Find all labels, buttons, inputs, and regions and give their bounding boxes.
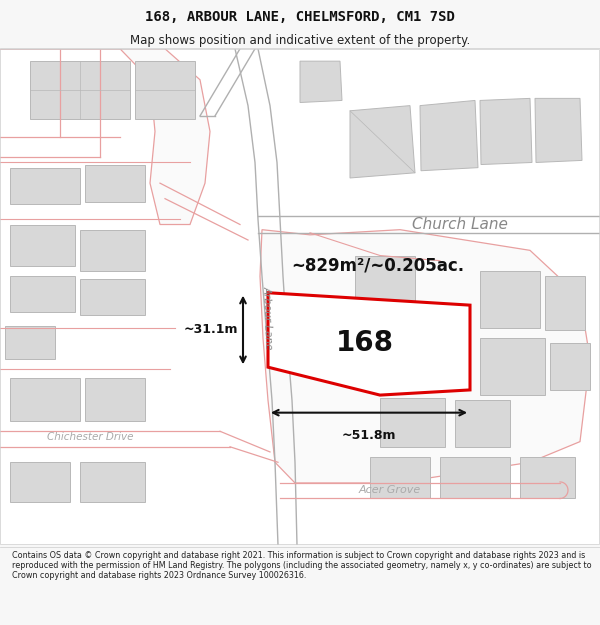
Polygon shape	[80, 279, 145, 316]
Text: Arbour Lane: Arbour Lane	[262, 286, 274, 349]
Polygon shape	[355, 256, 415, 309]
Polygon shape	[535, 98, 582, 162]
Text: ~829m²/~0.205ac.: ~829m²/~0.205ac.	[292, 257, 464, 275]
Polygon shape	[10, 462, 70, 502]
Polygon shape	[80, 229, 145, 271]
Text: Map shows position and indicative extent of the property.: Map shows position and indicative extent…	[130, 34, 470, 47]
Polygon shape	[380, 398, 445, 447]
Polygon shape	[268, 292, 470, 395]
Polygon shape	[80, 462, 145, 502]
Polygon shape	[85, 164, 145, 202]
Text: 168, ARBOUR LANE, CHELMSFORD, CM1 7SD: 168, ARBOUR LANE, CHELMSFORD, CM1 7SD	[145, 10, 455, 24]
Polygon shape	[550, 343, 590, 390]
Polygon shape	[545, 276, 585, 330]
Text: Chichester Drive: Chichester Drive	[47, 432, 133, 442]
Polygon shape	[0, 49, 210, 224]
Polygon shape	[480, 338, 545, 395]
Polygon shape	[340, 312, 390, 364]
Text: ~51.8m: ~51.8m	[342, 429, 396, 442]
Polygon shape	[370, 457, 430, 499]
Text: ~31.1m: ~31.1m	[184, 324, 238, 336]
Polygon shape	[260, 229, 590, 483]
Polygon shape	[420, 101, 478, 171]
Polygon shape	[10, 378, 80, 421]
Polygon shape	[5, 326, 55, 359]
Text: Contains OS data © Crown copyright and database right 2021. This information is : Contains OS data © Crown copyright and d…	[12, 551, 592, 581]
Polygon shape	[10, 168, 80, 204]
Polygon shape	[455, 400, 510, 447]
Polygon shape	[300, 61, 342, 102]
Text: Acer Grove: Acer Grove	[359, 485, 421, 495]
Polygon shape	[30, 61, 130, 119]
Text: 168: 168	[336, 329, 394, 357]
Polygon shape	[350, 106, 415, 178]
Polygon shape	[10, 224, 75, 266]
Polygon shape	[440, 457, 510, 499]
Polygon shape	[480, 271, 540, 328]
Polygon shape	[480, 98, 532, 164]
Polygon shape	[135, 61, 195, 119]
Polygon shape	[520, 457, 575, 499]
Text: Church Lane: Church Lane	[412, 217, 508, 232]
Polygon shape	[85, 378, 145, 421]
Polygon shape	[10, 276, 75, 312]
